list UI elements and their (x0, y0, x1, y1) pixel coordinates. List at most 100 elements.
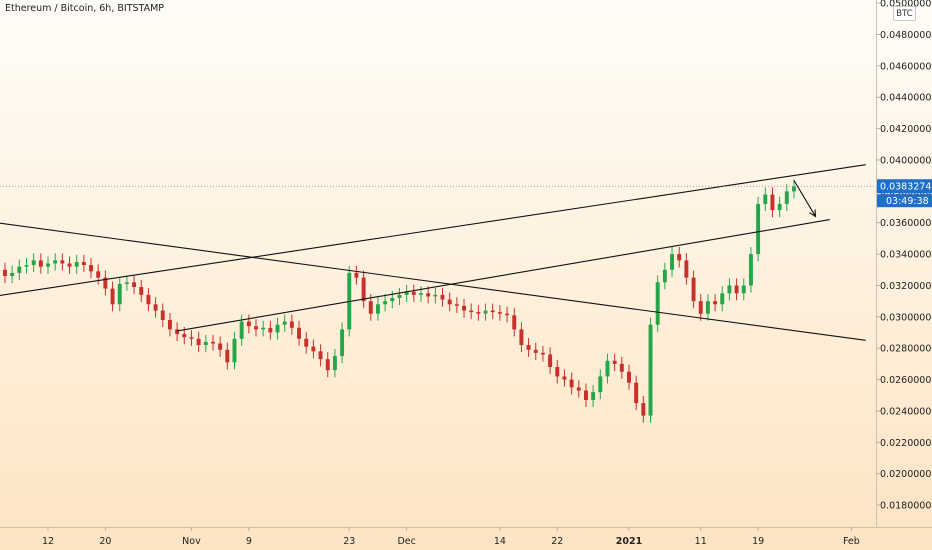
candle-body (784, 191, 789, 204)
candle-body (619, 363, 624, 372)
candle-body (648, 324, 653, 416)
y-tick-label: 0.01800000 (880, 501, 932, 512)
candle-body (763, 194, 768, 204)
candle-body (282, 321, 287, 325)
x-tick-label: 20 (99, 536, 111, 547)
x-tick-label: 9 (246, 536, 252, 547)
drawings-layer[interactable] (0, 164, 866, 341)
candle-body (670, 254, 675, 270)
candle-body (103, 277, 108, 289)
candle-body (605, 360, 610, 377)
candle-body (469, 310, 474, 313)
candle-body (655, 282, 660, 325)
candle-body (81, 261, 86, 266)
x-tick-label: 23 (343, 536, 355, 547)
x-tick-label: Feb (843, 536, 860, 547)
candle-body (462, 305, 466, 311)
candle-body (447, 299, 452, 305)
candle-body (31, 260, 36, 266)
candle-body (390, 298, 395, 302)
candle-body (203, 341, 208, 346)
x-tick-label: 19 (752, 536, 764, 547)
candle-body (756, 203, 761, 255)
y-tick-label: 0.04600000 (880, 61, 932, 72)
candle-body (46, 263, 50, 267)
candle-body (218, 343, 223, 350)
chart-title: Ethereum / Bitcoin, 6h, BITSTAMP (5, 3, 165, 14)
candle-body (770, 194, 775, 211)
candle-body (533, 349, 538, 353)
x-tick-label: 14 (494, 536, 506, 547)
x-tick-label: 11 (695, 536, 707, 547)
candle-body (289, 321, 294, 328)
candle-body (727, 285, 732, 294)
candle-body (232, 338, 237, 363)
candle-body (677, 254, 682, 261)
candle-body (361, 277, 366, 302)
candle-body (146, 294, 151, 305)
candle-body (555, 367, 560, 377)
candle-body (433, 294, 438, 297)
candle-body (53, 260, 58, 264)
candle-body (17, 266, 22, 273)
candle-body (160, 310, 165, 320)
candle-body (512, 315, 517, 330)
candle-body (89, 265, 94, 272)
candle-body (576, 387, 581, 391)
price-axis[interactable]: 0.01800000 0.02000000 0.02200000 0.02400000… (876, 0, 932, 512)
y-tick-label: 0.04800000 (880, 30, 932, 41)
candle-body (691, 277, 696, 302)
candle-body (713, 301, 718, 305)
candle-body (634, 382, 639, 404)
candle-body (38, 260, 43, 267)
candle-body (598, 376, 603, 393)
y-tick-label: 0.02400000 (880, 406, 932, 417)
candle-body (627, 371, 631, 383)
currency-badge[interactable]: BTC (893, 6, 916, 21)
candle-body (548, 354, 553, 368)
candle-body (483, 310, 488, 314)
y-tick-label: 0.02600000 (880, 375, 932, 386)
candle-body (311, 346, 316, 352)
y-tick-label: 0.05000000 (880, 0, 932, 10)
trendline[interactable] (0, 164, 866, 301)
candle-body (110, 288, 115, 305)
candle-body (189, 337, 194, 339)
candle-body (67, 263, 72, 267)
candle-body (641, 403, 646, 416)
candle-body (397, 294, 402, 299)
candle-body (720, 293, 725, 305)
last-price-value: 0.03832741 (880, 182, 932, 193)
trendline[interactable] (0, 218, 866, 341)
candle-body (440, 294, 445, 300)
candle-body (196, 338, 201, 346)
y-tick-label: 0.04400000 (880, 93, 932, 104)
candle-body (591, 392, 596, 400)
arrow-head[interactable] (809, 209, 817, 218)
candle-body (254, 326, 258, 330)
x-tick-label: Nov (182, 536, 201, 547)
countdown-value: 03:49:38 (886, 196, 929, 207)
candle-body (404, 291, 409, 295)
candle-body (268, 327, 273, 333)
trendline[interactable] (177, 219, 830, 332)
candle-body (10, 272, 15, 277)
y-tick-label: 0.04000000 (880, 155, 932, 166)
candle-body (375, 304, 380, 314)
candle-body (684, 260, 689, 278)
candle-body (562, 376, 567, 380)
arrow-line[interactable] (793, 180, 816, 217)
candle-body (583, 390, 588, 400)
candle-body (354, 272, 359, 278)
candle-body (383, 301, 388, 305)
candle-body (777, 203, 782, 211)
time-axis[interactable]: 12 20 Nov 9 23 Dec 14 22 2021 11 19 Feb (42, 527, 860, 547)
candle-body (662, 269, 667, 283)
candle-body (741, 285, 746, 294)
candle-body (332, 356, 337, 371)
countdown-tag (877, 194, 932, 208)
candle-body (239, 321, 244, 339)
